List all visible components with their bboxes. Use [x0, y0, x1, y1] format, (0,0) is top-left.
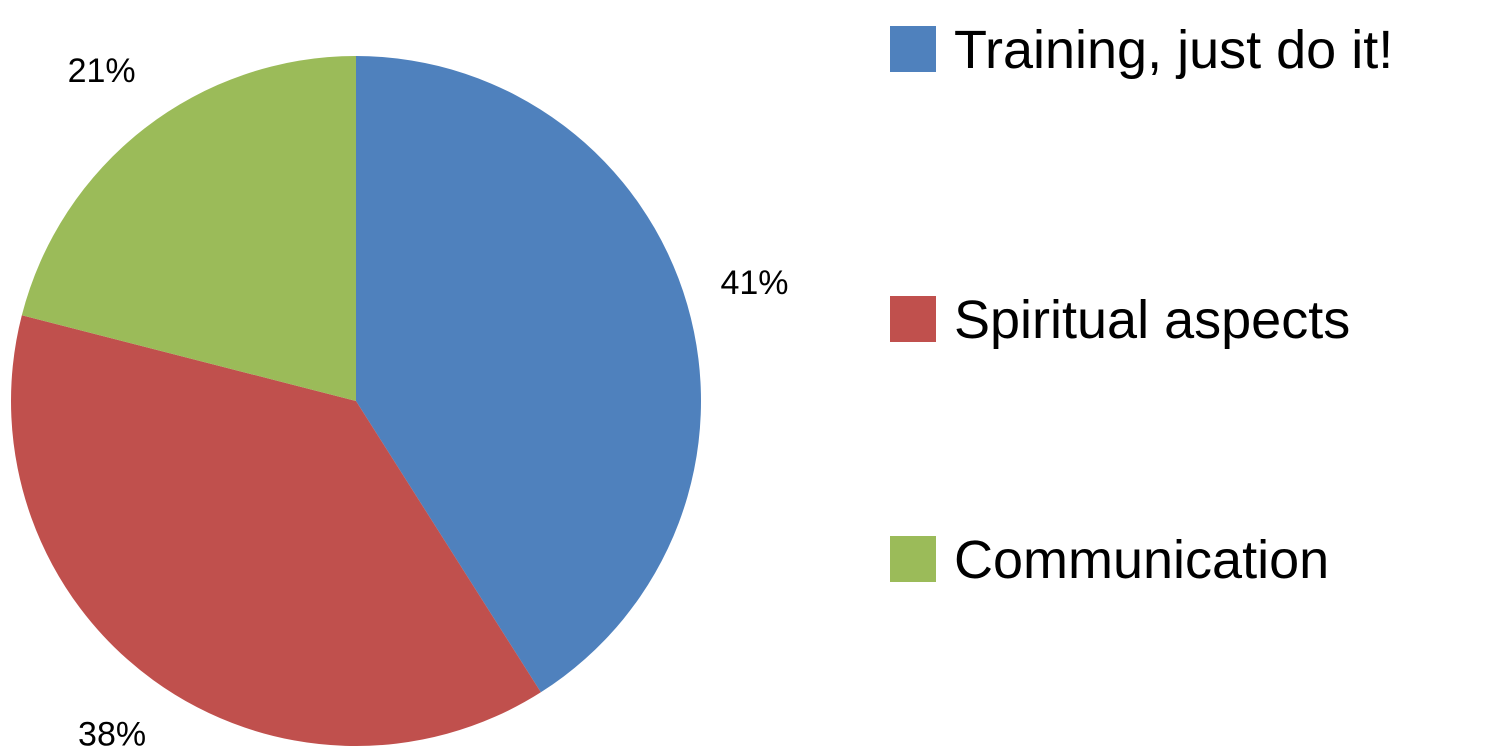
- legend-swatch: [890, 536, 936, 582]
- legend-label: Training, just do it!: [954, 20, 1394, 80]
- pie-slice: [11, 315, 541, 746]
- legend-swatch: [890, 296, 936, 342]
- legend-swatch: [890, 26, 936, 72]
- data-label: 41%: [720, 264, 788, 302]
- legend-item: Training, just do it!: [890, 0, 1490, 100]
- chart: 41% 38% 21%: [11, 52, 789, 746]
- pie-slice: [21, 56, 357, 401]
- legend-item: Communication: [890, 510, 1490, 610]
- data-label: 21%: [68, 52, 136, 90]
- pie-slice: [356, 56, 702, 693]
- legend-label: Spiritual aspects: [954, 290, 1351, 350]
- legend-label: Communication: [954, 530, 1330, 590]
- data-label: 38%: [78, 716, 146, 746]
- legend-item: Spiritual aspects: [890, 270, 1490, 370]
